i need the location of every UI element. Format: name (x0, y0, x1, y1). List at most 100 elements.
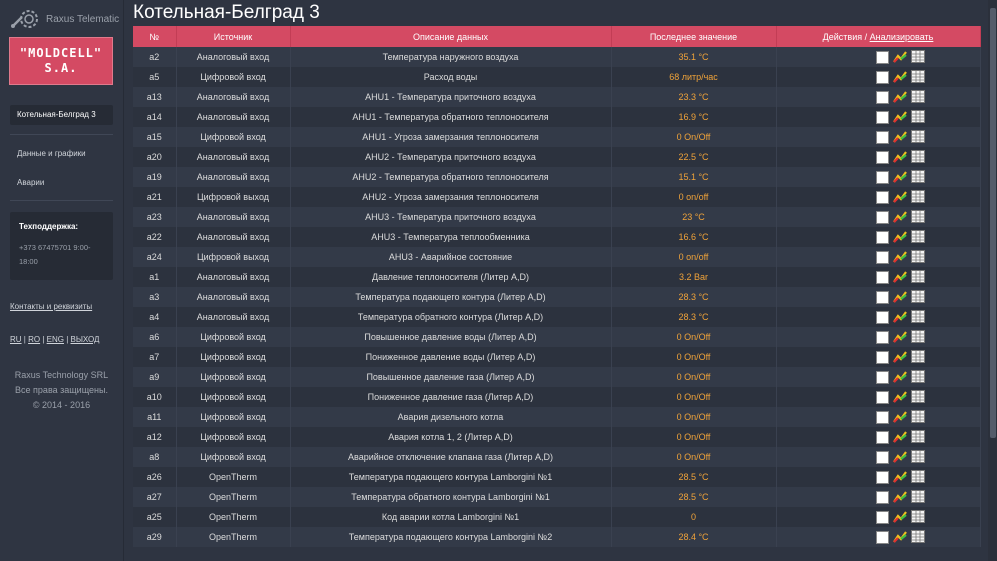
chart-icon[interactable] (892, 230, 907, 245)
cell-actions (776, 407, 981, 427)
chart-icon[interactable] (892, 50, 907, 65)
cell-source: Цифровой вход (176, 407, 291, 427)
select-checkbox[interactable] (875, 230, 889, 244)
select-checkbox[interactable] (875, 110, 889, 124)
select-checkbox[interactable] (875, 510, 889, 524)
table-icon[interactable] (910, 169, 925, 185)
select-checkbox[interactable] (875, 530, 889, 544)
chart-icon[interactable] (892, 430, 907, 445)
table-icon[interactable] (910, 429, 925, 445)
cell-value: 28.5 °C (611, 467, 777, 487)
chart-icon[interactable] (892, 250, 907, 265)
cell-value: 28.3 °C (611, 287, 777, 307)
chart-icon[interactable] (892, 410, 907, 425)
cell-description: Температура подающего контура Lamborgini… (290, 527, 612, 547)
select-checkbox[interactable] (875, 150, 889, 164)
chart-icon[interactable] (892, 290, 907, 305)
select-checkbox[interactable] (875, 310, 889, 324)
chart-icon[interactable] (892, 370, 907, 385)
select-checkbox[interactable] (875, 270, 889, 284)
select-checkbox[interactable] (875, 450, 889, 464)
table-icon[interactable] (910, 109, 925, 125)
select-checkbox[interactable] (875, 390, 889, 404)
cell-value: 0 On/Off (611, 407, 777, 427)
chart-icon[interactable] (892, 210, 907, 225)
chart-icon[interactable] (892, 130, 907, 145)
select-checkbox[interactable] (875, 410, 889, 424)
table-icon[interactable] (910, 389, 925, 405)
cell-value: 23.3 °C (611, 87, 777, 107)
table-icon[interactable] (910, 209, 925, 225)
table-icon[interactable] (910, 149, 925, 165)
select-checkbox[interactable] (875, 130, 889, 144)
select-checkbox[interactable] (875, 370, 889, 384)
table-icon[interactable] (910, 369, 925, 385)
table-icon[interactable] (910, 449, 925, 465)
select-checkbox[interactable] (875, 90, 889, 104)
cell-actions (776, 267, 981, 287)
table-icon[interactable] (910, 289, 925, 305)
chart-icon[interactable] (892, 110, 907, 125)
table-icon[interactable] (910, 329, 925, 345)
table-icon[interactable] (910, 89, 925, 105)
select-checkbox[interactable] (875, 430, 889, 444)
chart-icon[interactable] (892, 190, 907, 205)
chart-icon[interactable] (892, 510, 907, 525)
cell-value: 16.9 °C (611, 107, 777, 127)
select-checkbox[interactable] (875, 210, 889, 224)
col-source: Источник (176, 26, 291, 47)
chart-icon[interactable] (892, 170, 907, 185)
sidebar-item-alarms[interactable]: Аварии (17, 178, 45, 187)
select-checkbox[interactable] (875, 290, 889, 304)
chart-icon[interactable] (892, 390, 907, 405)
select-checkbox[interactable] (875, 470, 889, 484)
table-icon[interactable] (910, 69, 925, 85)
chart-icon[interactable] (892, 150, 907, 165)
table-icon[interactable] (910, 229, 925, 245)
select-checkbox[interactable] (875, 170, 889, 184)
chart-icon[interactable] (892, 450, 907, 465)
table-icon[interactable] (910, 269, 925, 285)
cell-value: 23 °C (611, 207, 777, 227)
sidebar-item-boiler[interactable]: Котельная-Белград 3 (10, 105, 113, 125)
scrollbar[interactable] (988, 0, 997, 561)
sidebar-item-data-charts[interactable]: Данные и графики (17, 149, 86, 158)
analyze-link[interactable]: Анализировать (869, 31, 934, 42)
chart-icon[interactable] (892, 470, 907, 485)
chart-icon[interactable] (892, 270, 907, 285)
cell-description: Давление теплоносителя (Литер A,D) (290, 267, 612, 287)
select-checkbox[interactable] (875, 50, 889, 64)
scrollbar-thumb[interactable] (990, 8, 996, 438)
chart-icon[interactable] (892, 310, 907, 325)
chart-icon[interactable] (892, 70, 907, 85)
chart-icon[interactable] (892, 530, 907, 545)
select-checkbox[interactable] (875, 190, 889, 204)
table-icon[interactable] (910, 309, 925, 325)
lang-eng-link[interactable]: ENG (46, 335, 64, 344)
cell-source: OpenTherm (176, 527, 291, 547)
logout-link[interactable]: ВЫХОД (70, 335, 100, 344)
select-checkbox[interactable] (875, 490, 889, 504)
chart-icon[interactable] (892, 350, 907, 365)
table-icon[interactable] (910, 509, 925, 525)
chart-icon[interactable] (892, 490, 907, 505)
table-icon[interactable] (910, 469, 925, 485)
table-icon[interactable] (910, 409, 925, 425)
select-checkbox[interactable] (875, 250, 889, 264)
chart-icon[interactable] (892, 330, 907, 345)
lang-ru-link[interactable]: RU (10, 335, 22, 344)
table-icon[interactable] (910, 189, 925, 205)
table-icon[interactable] (910, 489, 925, 505)
table-icon[interactable] (910, 129, 925, 145)
table-icon[interactable] (910, 529, 925, 545)
select-checkbox[interactable] (875, 70, 889, 84)
table-icon[interactable] (910, 349, 925, 365)
select-checkbox[interactable] (875, 330, 889, 344)
lang-ro-link[interactable]: RO (28, 335, 41, 344)
chart-icon[interactable] (892, 90, 907, 105)
table-icon[interactable] (910, 49, 925, 65)
contacts-link[interactable]: Контакты и реквизиты (10, 302, 93, 311)
table-row: a7 Цифровой вход Пониженное давление воды … (133, 347, 981, 367)
select-checkbox[interactable] (875, 350, 889, 364)
table-icon[interactable] (910, 249, 925, 265)
